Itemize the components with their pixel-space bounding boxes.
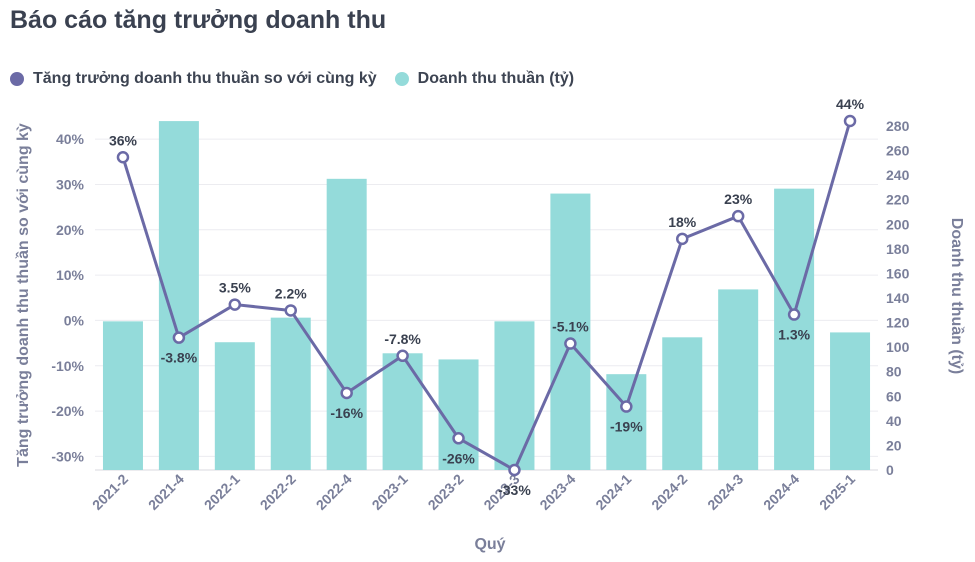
left-tick-label: -10% — [51, 358, 84, 374]
left-tick-label: -20% — [51, 403, 84, 419]
left-tick-label: 10% — [56, 267, 85, 283]
revenue-bar — [438, 359, 479, 470]
legend-marker-growth — [10, 72, 24, 86]
right-tick-label: 260 — [886, 143, 910, 159]
growth-point — [172, 331, 186, 344]
right-tick-label: 60 — [886, 388, 902, 404]
right-tick-label: 220 — [886, 192, 910, 208]
right-tick-label: 160 — [886, 265, 910, 281]
growth-point — [228, 298, 242, 311]
growth-point — [676, 232, 689, 246]
left-axis-title: Tăng trưởng doanh thu thuần so với cùng … — [15, 123, 32, 467]
x-tick-label: 2023-2 — [425, 471, 467, 513]
revenue-bar — [718, 289, 759, 470]
left-tick-label: 40% — [56, 131, 85, 147]
x-tick-label: 2022-2 — [257, 471, 299, 513]
x-tick-label: 2023-1 — [369, 471, 411, 513]
growth-point — [731, 209, 745, 223]
growth-point — [452, 432, 465, 445]
growth-data-label: 44% — [836, 96, 865, 112]
revenue-bar — [214, 342, 255, 470]
x-tick-label: 2022-1 — [201, 471, 243, 513]
legend-label-growth: Tăng trưởng doanh thu thuần so với cùng … — [33, 70, 377, 87]
right-axis-title: Doanh thu thuần (tỷ) — [948, 218, 965, 374]
revenue-bar — [494, 321, 535, 470]
growth-point — [564, 337, 577, 350]
growth-point — [284, 304, 297, 317]
left-tick-label: -30% — [51, 448, 84, 464]
growth-data-label: 1.3% — [778, 327, 810, 343]
x-tick-label: 2021-2 — [89, 471, 131, 513]
right-tick-label: 280 — [886, 118, 910, 134]
growth-data-label: 2.2% — [275, 285, 307, 301]
legend-marker-revenue — [394, 72, 409, 86]
revenue-bar — [326, 178, 367, 471]
growth-data-label: 36% — [109, 132, 138, 148]
right-tick-label: 100 — [886, 339, 910, 355]
growth-data-label: 3.5% — [219, 280, 251, 296]
x-tick-label: 2024-2 — [648, 471, 690, 513]
growth-data-label: -33% — [498, 482, 531, 498]
revenue-bar — [102, 321, 143, 470]
growth-point — [116, 151, 130, 164]
revenue-bar — [382, 353, 423, 470]
right-tick-label: 140 — [886, 290, 910, 306]
right-tick-label: 80 — [886, 364, 902, 380]
x-tick-label: 2024-4 — [760, 471, 802, 513]
revenue-bar — [830, 332, 871, 470]
revenue-bar — [774, 188, 815, 470]
growth-data-label: -26% — [442, 450, 475, 466]
growth-data-label: -19% — [610, 419, 643, 435]
revenue-bar — [270, 317, 311, 470]
x-tick-label: 2023-4 — [536, 471, 578, 513]
growth-point — [620, 400, 633, 413]
right-tick-label: 40 — [886, 413, 902, 429]
growth-data-label: 23% — [724, 191, 753, 207]
growth-point — [340, 386, 353, 400]
left-tick-label: 20% — [56, 222, 85, 238]
growth-data-label: -16% — [330, 405, 363, 421]
growth-data-label: -7.8% — [384, 331, 421, 347]
growth-point — [396, 349, 409, 363]
right-tick-label: 200 — [886, 216, 910, 232]
legend-label-revenue: Doanh thu thuần (tỷ) — [417, 70, 575, 87]
left-tick-label: 30% — [56, 176, 85, 192]
revenue-bar — [662, 337, 703, 470]
legend: Tăng trưởng doanh thu thuần so với cùng … — [10, 70, 592, 88]
growth-data-label: -3.8% — [161, 350, 198, 366]
right-tick-label: 0 — [886, 462, 894, 478]
right-tick-label: 240 — [886, 167, 910, 183]
right-tick-label: 120 — [886, 315, 910, 331]
legend-item-growth[interactable]: Tăng trưởng doanh thu thuần so với cùng … — [10, 70, 377, 88]
legend-item-revenue[interactable]: Doanh thu thuần (tỷ) — [394, 70, 575, 88]
x-axis-title: Quý — [474, 536, 505, 553]
x-tick-label: 2024-3 — [704, 471, 746, 513]
growth-point — [508, 463, 521, 477]
revenue-bar — [550, 193, 591, 471]
x-tick-label: 2025-1 — [816, 471, 858, 513]
growth-data-label: -5.1% — [552, 319, 589, 335]
growth-point — [843, 114, 857, 128]
growth-line — [121, 120, 852, 472]
right-tick-label: 180 — [886, 241, 910, 257]
left-tick-label: 0% — [64, 312, 85, 328]
x-tick-label: 2024-1 — [592, 471, 634, 513]
right-tick-label: 20 — [886, 437, 902, 453]
growth-data-label: 18% — [668, 214, 697, 230]
growth-point — [787, 308, 801, 321]
chart-title: Báo cáo tăng trưởng doanh thu — [10, 6, 387, 34]
x-tick-label: 2021-4 — [145, 471, 187, 513]
x-tick-label: 2022-4 — [313, 471, 355, 513]
